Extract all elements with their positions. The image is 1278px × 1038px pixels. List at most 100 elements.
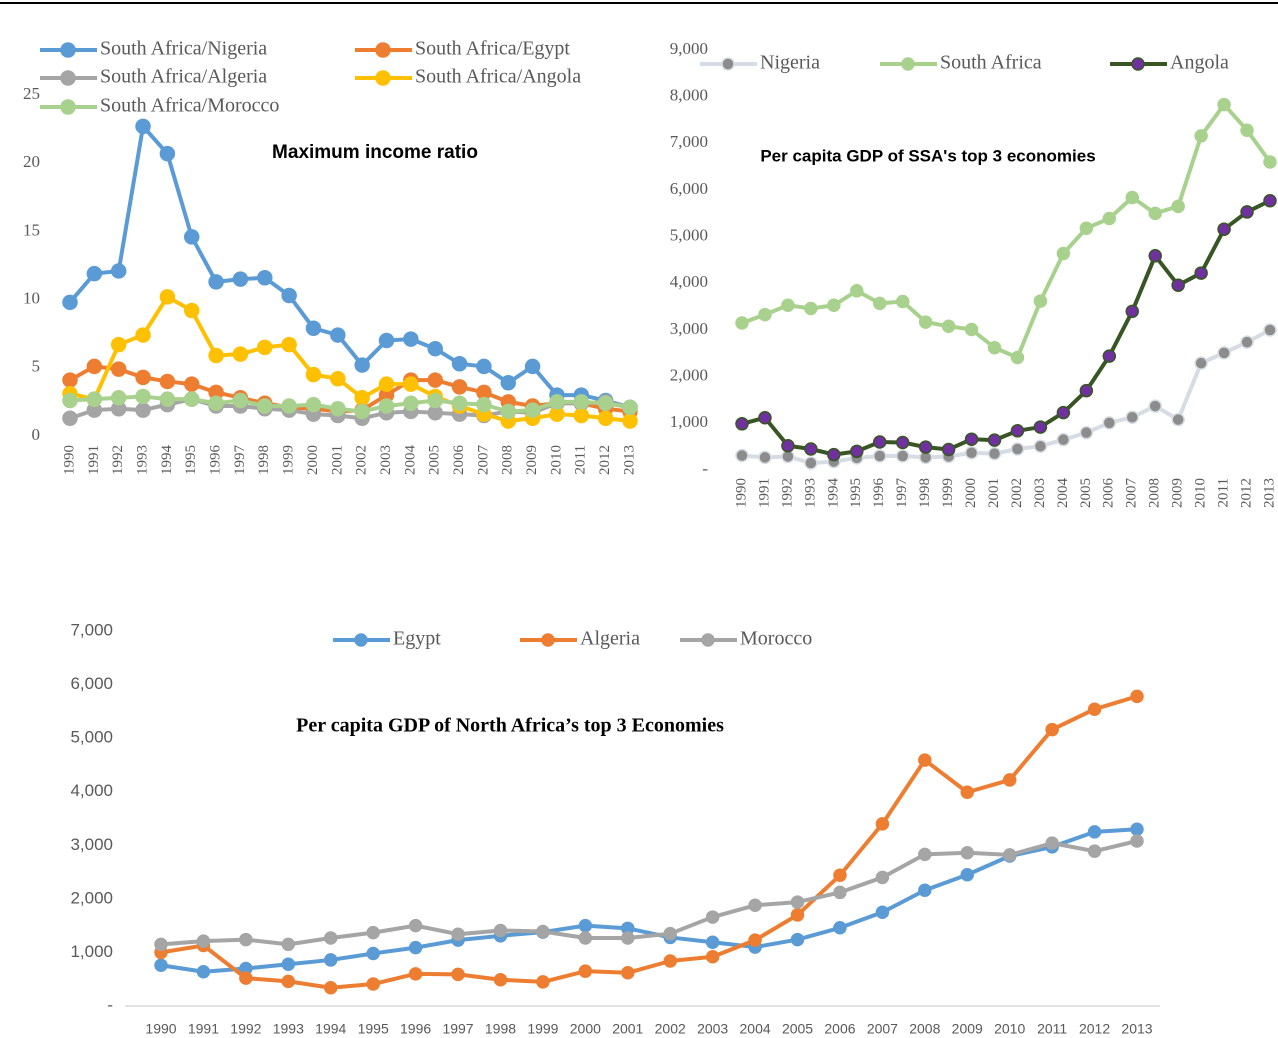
- data-point: [964, 445, 979, 460]
- data-point: [1087, 825, 1102, 839]
- data-point: [62, 410, 78, 427]
- data-point: [621, 931, 635, 945]
- y-tick-label: 7,000: [70, 620, 113, 639]
- data-point: [833, 885, 847, 900]
- x-tick-label: 1997: [894, 478, 910, 509]
- data-point: [1033, 420, 1048, 434]
- x-tick-label: 1997: [232, 445, 248, 476]
- data-point: [323, 931, 338, 945]
- x-tick-label: 2011: [1037, 1021, 1067, 1037]
- x-tick-label: 2000: [305, 445, 321, 475]
- data-point: [305, 396, 322, 413]
- legend-marker: [375, 42, 391, 58]
- legend-marker: [60, 99, 76, 115]
- x-tick-label: 2010: [994, 1021, 1025, 1037]
- data-point: [476, 358, 492, 375]
- x-tick-label: 1998: [256, 445, 272, 475]
- data-point: [895, 294, 910, 309]
- data-point: [827, 298, 841, 313]
- data-point: [305, 366, 322, 383]
- data-point: [705, 935, 720, 949]
- legend-marker: [375, 70, 391, 86]
- data-point: [1217, 222, 1231, 236]
- data-point: [354, 403, 370, 420]
- legend-marker: [541, 633, 555, 647]
- data-point: [735, 448, 749, 463]
- data-point: [366, 946, 380, 961]
- data-point: [524, 358, 541, 375]
- data-point: [1130, 689, 1144, 704]
- series-line: [741, 198, 1271, 457]
- x-tick-label: 2012: [1238, 478, 1254, 508]
- data-point: [804, 301, 818, 316]
- x-tick-label: 2010: [548, 445, 564, 475]
- data-point: [154, 937, 168, 952]
- x-tick-label: 1996: [208, 445, 224, 476]
- data-point: [154, 958, 168, 973]
- data-point: [1045, 722, 1059, 737]
- y-tick-label: 7,000: [670, 132, 708, 151]
- data-point: [941, 442, 956, 457]
- data-point: [875, 817, 890, 831]
- data-point: [159, 373, 176, 390]
- legend-label: Nigeria: [760, 52, 820, 74]
- data-point: [597, 395, 614, 412]
- x-tick-label: 2006: [451, 445, 467, 476]
- legend-label: Angola: [1170, 52, 1229, 74]
- data-point: [62, 392, 78, 409]
- data-point: [804, 456, 818, 470]
- data-point: [232, 346, 249, 362]
- data-point: [1033, 439, 1048, 453]
- data-point: [833, 868, 847, 883]
- data-point: [159, 391, 176, 407]
- x-tick-label: 2000: [963, 478, 979, 508]
- y-tick-label: 10: [23, 289, 40, 308]
- data-point: [1079, 221, 1094, 236]
- x-tick-label: 1999: [281, 445, 297, 475]
- y-tick-label: 8,000: [670, 86, 708, 105]
- y-tick-label: 3,000: [670, 319, 708, 338]
- data-point: [281, 937, 296, 952]
- x-tick-label: 2003: [378, 445, 394, 475]
- data-point: [549, 394, 565, 410]
- legend-marker: [1131, 57, 1145, 71]
- data-point: [366, 977, 380, 991]
- x-tick-label: 1993: [134, 445, 150, 475]
- x-tick-label: 1992: [230, 1021, 261, 1037]
- y-tick-label: 6,000: [670, 179, 708, 198]
- series-line: [160, 827, 1138, 974]
- x-tick-label: 2008: [1147, 478, 1163, 508]
- data-point: [790, 932, 805, 947]
- data-point: [183, 391, 200, 407]
- data-point: [86, 358, 103, 375]
- data-point: [403, 331, 419, 347]
- data-point: [281, 974, 296, 989]
- data-point: [1263, 193, 1277, 208]
- data-point: [493, 923, 508, 938]
- data-point: [850, 444, 864, 459]
- data-point: [1263, 155, 1277, 169]
- data-point: [323, 981, 338, 995]
- data-point: [196, 934, 211, 948]
- data-point: [872, 449, 887, 463]
- data-point: [257, 270, 273, 286]
- data-point: [578, 918, 593, 933]
- data-point: [804, 442, 818, 456]
- data-point: [1125, 304, 1140, 319]
- data-point: [62, 372, 78, 388]
- x-tick-label: 2012: [597, 445, 613, 475]
- data-point: [895, 435, 910, 450]
- chart-title: Maximum income ratio: [272, 142, 478, 163]
- data-point: [354, 357, 370, 373]
- x-tick-label: 1990: [61, 445, 77, 475]
- data-point: [748, 933, 762, 947]
- y-tick-label: 15: [23, 220, 40, 239]
- data-point: [758, 410, 772, 425]
- data-point: [524, 402, 541, 418]
- x-tick-label: 1990: [145, 1021, 176, 1037]
- data-point: [366, 925, 380, 940]
- x-tick-label: 1991: [756, 478, 772, 508]
- legend-label: South Africa/Nigeria: [100, 38, 267, 60]
- x-tick-label: 2003: [1032, 478, 1048, 508]
